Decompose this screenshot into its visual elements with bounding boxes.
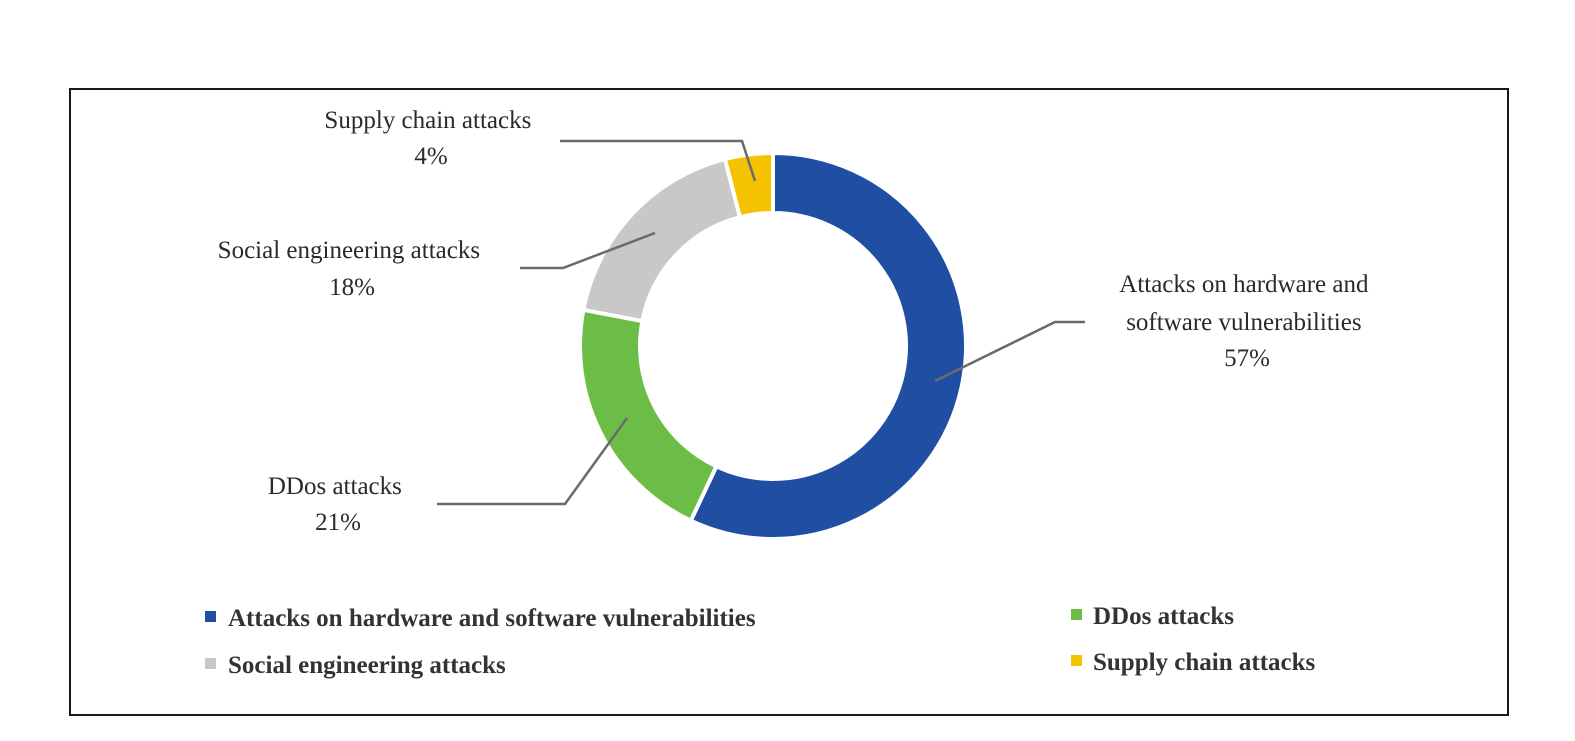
- legend-item-ddos: DDos attacks: [1071, 603, 1234, 630]
- callout-labels: Attacks on hardware and software vulnera…: [218, 107, 1374, 536]
- legend-item-supply: Supply chain attacks: [1071, 649, 1316, 676]
- legend-swatch-vulnerabilities: [205, 611, 216, 622]
- callout-social-line-2: 18%: [329, 274, 375, 301]
- callout-social: Social engineering attacks 18%: [218, 237, 487, 301]
- legend: Attacks on hardware and software vulnera…: [205, 603, 1316, 679]
- legend-item-vulnerabilities: Attacks on hardware and software vulnera…: [205, 605, 756, 632]
- callout-social-line-1: Social engineering attacks: [218, 237, 480, 264]
- legend-label-ddos: DDos attacks: [1093, 603, 1234, 630]
- leader-line-vulnerabilities: [934, 320, 1085, 383]
- leader-line-social: [520, 231, 656, 270]
- legend-label-supply: Supply chain attacks: [1093, 649, 1316, 676]
- legend-swatch-supply: [1071, 655, 1082, 666]
- slices-layer: [578, 150, 968, 541]
- callout-vulnerabilities: Attacks on hardware and software vulnera…: [1119, 271, 1374, 372]
- leader-lines-layer: [437, 139, 1085, 506]
- callout-supply: Supply chain attacks 4%: [324, 107, 537, 170]
- legend-swatch-ddos: [1071, 609, 1082, 620]
- donut-slice-1: [578, 307, 720, 524]
- callout-ddos-line-1: DDos attacks: [268, 473, 402, 500]
- callout-vulnerabilities-line-2: software vulnerabilities: [1126, 309, 1361, 336]
- donut-slice-2: [581, 156, 743, 324]
- leader-line-ddos: [437, 417, 629, 506]
- leader-line-supply: [560, 139, 757, 182]
- legend-item-social: Social engineering attacks: [205, 652, 506, 679]
- callout-supply-line-2: 4%: [414, 143, 447, 170]
- legend-swatch-social: [205, 658, 216, 669]
- donut-slice-3: [722, 150, 775, 220]
- chart-frame: [69, 88, 1509, 716]
- callout-ddos: DDos attacks 21%: [268, 473, 408, 536]
- callout-ddos-line-2: 21%: [315, 509, 361, 536]
- callout-vulnerabilities-line-3: 57%: [1224, 345, 1270, 372]
- callout-supply-line-1: Supply chain attacks: [324, 107, 531, 134]
- callout-vulnerabilities-line-1: Attacks on hardware and: [1119, 271, 1369, 298]
- legend-label-social: Social engineering attacks: [228, 652, 506, 679]
- donut-slice-0: [688, 150, 968, 541]
- legend-label-vulnerabilities: Attacks on hardware and software vulnera…: [228, 605, 756, 632]
